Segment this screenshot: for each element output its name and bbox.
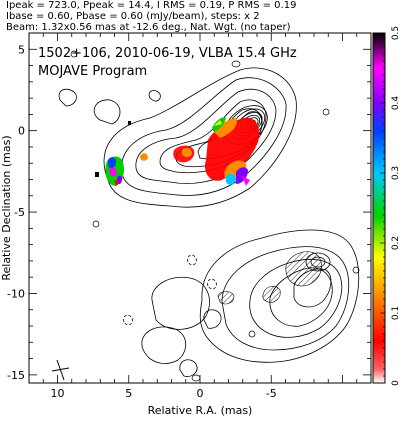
x-tick-label: 10 [51, 387, 65, 400]
colorbar-tick-label: 0.4 [391, 96, 401, 111]
plot-title: 1502+106, 2010-06-19, VLBA 15.4 GHz [38, 46, 297, 61]
header-line-1: Ipeak = 723.0, Ppeak = 14.4, I RMS = 0.1… [6, 0, 297, 11]
y-axis: 5 0 -5 -10 -15 [7, 32, 371, 382]
x-axis: 10 5 0 -5 [28, 33, 372, 400]
y-tick-label: 0 [18, 125, 25, 138]
colorbar-tick-label: 0.5 [391, 26, 401, 40]
x-tick-label: 0 [197, 387, 204, 400]
x-axis-label: Relative R.A. (mas) [148, 404, 253, 417]
noise-pixel [128, 121, 131, 125]
x-tick-label: 5 [125, 387, 132, 400]
plot-frame [28, 32, 372, 384]
colorbar-axis: 0 0.1 0.2 0.3 0.4 0.5 [380, 26, 401, 386]
plot-subtitle: MOJAVE Program [38, 64, 147, 79]
y-tick-label: -15 [7, 369, 25, 382]
small-contours [70, 50, 360, 382]
beam-marker [51, 359, 70, 381]
colorbar-tick-label: 0.2 [391, 236, 401, 250]
hatched-regions [217, 251, 322, 305]
y-tick-label: -10 [7, 287, 25, 300]
noise-pixel [95, 172, 99, 177]
polarization-patches [105, 117, 260, 186]
header-line-3: Beam: 1.32x0.56 mas at -12.6 deg., Nat. … [6, 22, 291, 33]
colorbar-tick-label: 0.1 [391, 306, 401, 320]
colorbar-tick-label: 0.3 [391, 166, 401, 180]
y-axis-label: Relative Declination (mas) [0, 135, 13, 280]
x-tick-label: -5 [266, 387, 277, 400]
contour-layer [58, 50, 360, 382]
colorbar-tick-label: 0 [391, 380, 401, 386]
y-tick-label: 5 [18, 43, 25, 56]
y-tick-label: -5 [14, 206, 25, 219]
header-line-2: Ibase = 0.60, Pbase = 0.60 (mJy/beam), s… [6, 11, 260, 22]
